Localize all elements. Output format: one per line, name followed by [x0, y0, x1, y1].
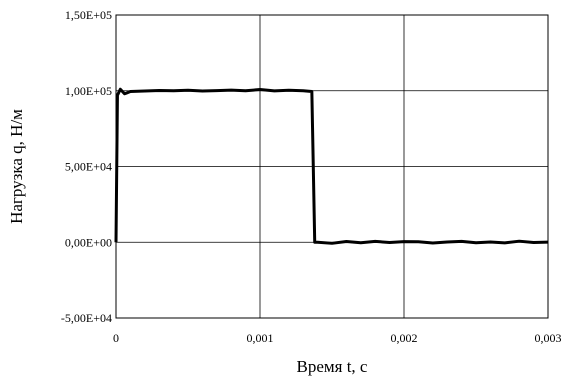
y-tick-label-4: 1,50E+05 — [65, 8, 112, 22]
y-tick-label-0: -5,00E+04 — [61, 311, 112, 325]
plot-frame — [115, 14, 549, 319]
series-line — [114, 87, 549, 245]
y-tick-label-2: 5,00E+04 — [65, 160, 112, 174]
x-axis-label: Время t, с — [297, 357, 368, 376]
y-tick-label-3: 1,00E+05 — [65, 84, 112, 98]
y-axis-label: Нагрузка q, Н/м — [7, 109, 26, 224]
x-tick-label-1: 0,001 — [247, 331, 274, 345]
y-tick-labels: -5,00E+04 0,00E+00 5,00E+04 1,00E+05 1,50E+0… — [61, 8, 112, 325]
x-tick-label-2: 0,002 — [391, 331, 418, 345]
y-tick-label-1: 0,00E+00 — [65, 235, 112, 249]
x-tick-label-3: 0,003 — [535, 331, 562, 345]
x-tick-labels: 0 0,001 0,002 0,003 — [113, 331, 562, 345]
x-tick-label-0: 0 — [113, 331, 119, 345]
grid — [115, 14, 549, 319]
